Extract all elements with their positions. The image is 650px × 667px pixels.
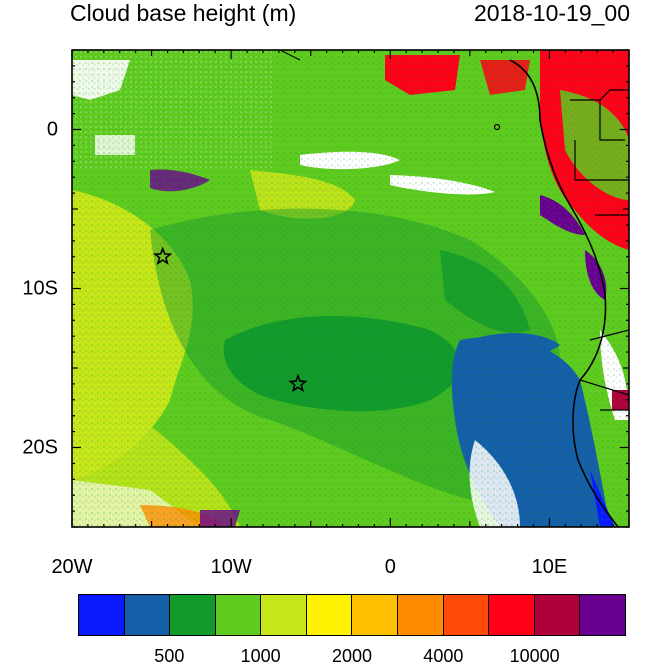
colorbar — [78, 594, 626, 636]
y-tick-label: 0 — [46, 118, 58, 140]
y-tick-label: 20S — [22, 436, 58, 458]
colorbar-box — [124, 595, 171, 635]
x-tick-label: 20W — [51, 556, 93, 578]
star-marker-1 — [152, 246, 173, 266]
x-tick-label: 10E — [531, 556, 568, 578]
colorbar-box — [534, 595, 581, 635]
cloud-field — [72, 50, 629, 527]
colorbar-box — [443, 595, 490, 635]
colorbar-box — [79, 595, 125, 635]
map-title: Cloud base height (m) — [70, 0, 297, 26]
colorbar-box — [398, 595, 444, 635]
colorbar-label: 1000 — [240, 646, 281, 666]
colorbar-box — [215, 595, 262, 635]
site-markers — [152, 246, 308, 393]
colorbar-label: 4000 — [423, 646, 464, 666]
axis-ticks — [71, 49, 630, 528]
x-tick-label: 10W — [210, 556, 252, 578]
colorbar-box — [352, 595, 399, 635]
colorbar-box — [580, 595, 625, 635]
colorbar-box — [306, 595, 353, 635]
star-marker-2 — [288, 373, 308, 393]
time-stamp: 2018-10-19_00 — [473, 0, 630, 26]
colorbar-label: 500 — [154, 646, 185, 666]
colorbar-box — [170, 595, 216, 635]
x-tick-label: 0 — [384, 556, 396, 578]
colorbar-label: 10000 — [509, 646, 560, 666]
y-tick-label: 10S — [22, 277, 58, 299]
colorbar-label: 2000 — [331, 646, 373, 666]
colorbar-box — [261, 595, 307, 635]
colorbar-box — [489, 595, 535, 635]
